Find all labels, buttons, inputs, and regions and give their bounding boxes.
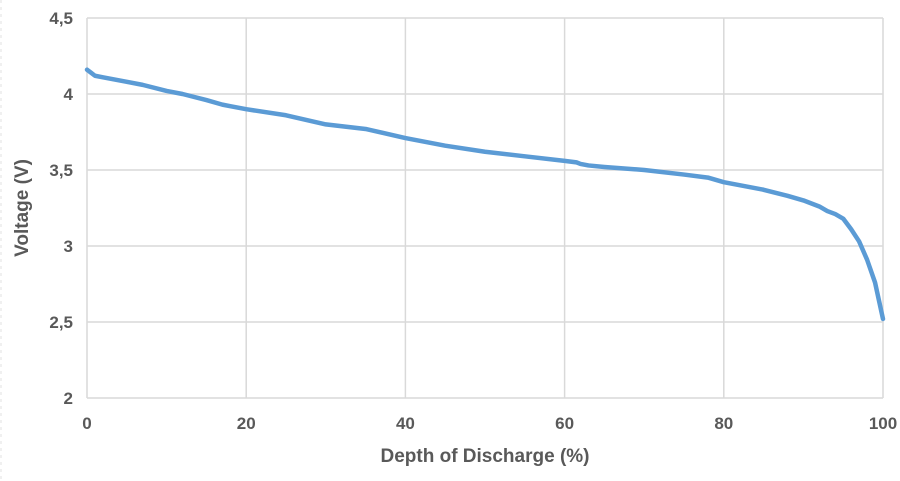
x-tick-label: 60 — [555, 414, 574, 433]
y-tick-label: 3 — [64, 237, 73, 256]
y-axis-tick-labels: 2 2,5 3 3,5 4 4,5 — [49, 9, 73, 408]
y-tick-label: 4,5 — [49, 9, 73, 28]
x-tick-label: 80 — [714, 414, 733, 433]
y-axis-title: Voltage (V) — [12, 159, 33, 257]
x-axis-title: Depth of Discharge (%) — [380, 446, 589, 467]
x-tick-label: 20 — [237, 414, 256, 433]
x-axis-tick-labels: 0 20 40 60 80 100 — [82, 414, 897, 433]
y-tick-label: 2 — [64, 389, 73, 408]
voltage-series-line — [84, 67, 886, 322]
grid-lines — [86, 17, 884, 399]
x-tick-label: 100 — [869, 414, 897, 433]
y-tick-label: 3,5 — [49, 161, 73, 180]
x-tick-label: 40 — [396, 414, 415, 433]
series-layer — [84, 67, 886, 322]
y-tick-label: 4 — [64, 85, 74, 104]
x-tick-label: 0 — [82, 414, 91, 433]
y-tick-label: 2,5 — [49, 313, 73, 332]
